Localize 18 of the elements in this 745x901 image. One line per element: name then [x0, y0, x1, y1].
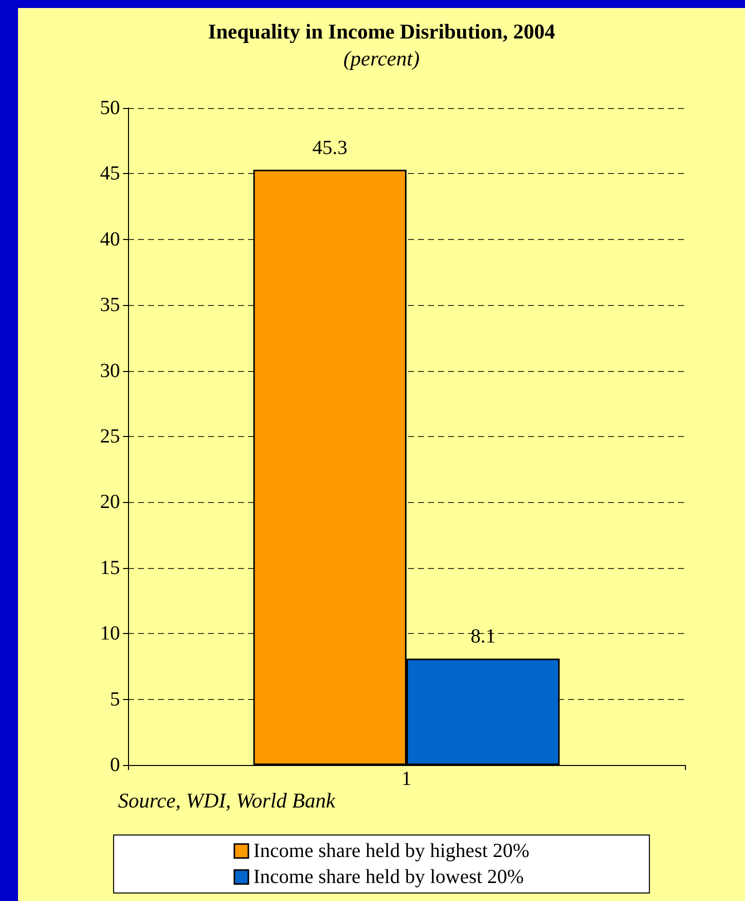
legend-label: Income share held by lowest 20% [253, 866, 524, 888]
y-tick-label: 0 [110, 754, 120, 776]
y-tick-label: 35 [100, 294, 120, 316]
chart-title: Inequality in Income Disribution, 2004 [208, 20, 556, 44]
chart-subtitle: (percent) [343, 46, 420, 70]
source-note: Source, WDI, World Bank [118, 788, 336, 812]
y-tick-label: 10 [100, 622, 120, 645]
y-tick-label: 30 [100, 360, 120, 382]
y-tick-label: 20 [100, 491, 120, 514]
x-tick-label: 1 [402, 768, 412, 790]
y-tick-label: 5 [110, 688, 120, 710]
legend-label: Income share held by highest 20% [253, 840, 530, 862]
y-tick-label: 40 [100, 228, 120, 250]
y-tick-label: 50 [100, 97, 120, 119]
data-label: 45.3 [312, 136, 348, 159]
y-tick-label: 15 [100, 556, 120, 579]
y-tick-label: 45 [100, 162, 120, 185]
y-tick-label: 25 [100, 426, 120, 448]
